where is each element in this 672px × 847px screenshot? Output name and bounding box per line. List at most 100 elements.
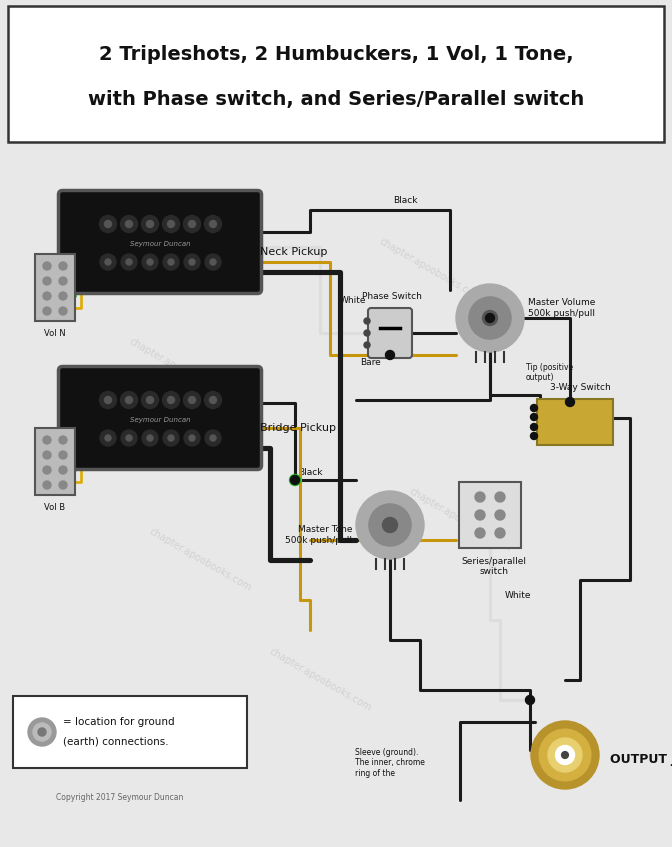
Circle shape: [456, 284, 524, 352]
Circle shape: [189, 396, 196, 403]
Circle shape: [163, 391, 179, 408]
Circle shape: [469, 297, 511, 339]
Text: White: White: [505, 590, 532, 600]
Circle shape: [475, 492, 485, 502]
Text: Tip (positive
output): Tip (positive output): [526, 363, 573, 382]
Circle shape: [59, 436, 67, 444]
FancyBboxPatch shape: [459, 482, 521, 548]
Circle shape: [121, 430, 137, 446]
Circle shape: [59, 277, 67, 285]
FancyBboxPatch shape: [8, 6, 664, 142]
Circle shape: [210, 220, 216, 228]
Circle shape: [205, 254, 221, 270]
Circle shape: [167, 220, 175, 228]
Text: 2 Tripleshots, 2 Humbuckers, 1 Vol, 1 Tone,: 2 Tripleshots, 2 Humbuckers, 1 Vol, 1 To…: [99, 46, 573, 64]
Text: Black: Black: [298, 468, 323, 477]
Circle shape: [364, 342, 370, 348]
Circle shape: [100, 430, 116, 446]
FancyBboxPatch shape: [13, 696, 247, 768]
Text: Series/parallel
switch: Series/parallel switch: [462, 557, 526, 577]
Text: OUTPUT JACK: OUTPUT JACK: [610, 754, 672, 767]
Text: Neck Pickup: Neck Pickup: [260, 247, 327, 257]
Circle shape: [210, 435, 216, 441]
Circle shape: [43, 277, 51, 285]
Text: chapter.apoobooks.com: chapter.apoobooks.com: [267, 646, 373, 713]
Text: Vol B: Vol B: [44, 502, 66, 512]
FancyBboxPatch shape: [35, 254, 75, 322]
Circle shape: [184, 430, 200, 446]
Circle shape: [548, 738, 582, 772]
Text: chapter.apoobooks.com: chapter.apoobooks.com: [377, 236, 483, 303]
Circle shape: [495, 528, 505, 538]
Text: chapter.apoobooks.com: chapter.apoobooks.com: [127, 336, 233, 403]
Text: 3-Way Switch: 3-Way Switch: [550, 383, 610, 392]
Circle shape: [566, 397, 575, 407]
Circle shape: [163, 430, 179, 446]
Circle shape: [126, 435, 132, 441]
Circle shape: [43, 481, 51, 489]
Text: Seymour Duncan: Seymour Duncan: [130, 241, 190, 247]
Text: (earth) connections.: (earth) connections.: [63, 737, 169, 747]
Text: Master Tone
500k push/pull: Master Tone 500k push/pull: [285, 525, 352, 545]
Circle shape: [146, 396, 153, 403]
Circle shape: [126, 220, 132, 228]
Circle shape: [482, 311, 497, 325]
Circle shape: [382, 518, 397, 533]
Circle shape: [168, 259, 174, 265]
Text: Black: Black: [392, 196, 417, 205]
Text: Bare: Bare: [370, 526, 390, 535]
Circle shape: [105, 220, 112, 228]
Circle shape: [183, 215, 200, 232]
Circle shape: [364, 318, 370, 324]
FancyBboxPatch shape: [58, 367, 261, 469]
FancyBboxPatch shape: [537, 399, 613, 445]
Circle shape: [43, 466, 51, 474]
Circle shape: [530, 424, 538, 430]
Circle shape: [168, 435, 174, 441]
Circle shape: [526, 695, 534, 705]
Circle shape: [204, 215, 222, 232]
Text: Sleeve (ground).
The inner, chrome
ring of the: Sleeve (ground). The inner, chrome ring …: [355, 748, 425, 778]
Circle shape: [126, 259, 132, 265]
Circle shape: [99, 391, 116, 408]
Text: = location for ground: = location for ground: [63, 717, 175, 727]
Circle shape: [59, 262, 67, 270]
Circle shape: [43, 436, 51, 444]
Circle shape: [556, 745, 575, 765]
Circle shape: [530, 433, 538, 440]
Circle shape: [290, 475, 300, 484]
Circle shape: [43, 307, 51, 315]
Circle shape: [43, 292, 51, 300]
Circle shape: [189, 259, 195, 265]
Circle shape: [369, 504, 411, 546]
Circle shape: [99, 215, 116, 232]
Circle shape: [562, 751, 569, 758]
Text: with Phase switch, and Series/Parallel switch: with Phase switch, and Series/Parallel s…: [88, 91, 584, 109]
Circle shape: [475, 510, 485, 520]
Circle shape: [142, 215, 159, 232]
Circle shape: [356, 491, 424, 559]
Circle shape: [290, 474, 300, 485]
Text: Bare: Bare: [360, 358, 381, 367]
Circle shape: [183, 391, 200, 408]
Circle shape: [142, 391, 159, 408]
Circle shape: [210, 396, 216, 403]
Circle shape: [126, 396, 132, 403]
Text: Master Volume
500k push/pull: Master Volume 500k push/pull: [528, 298, 595, 318]
Circle shape: [146, 220, 153, 228]
Circle shape: [105, 396, 112, 403]
FancyBboxPatch shape: [58, 191, 261, 294]
Text: chapter.apoobooks.com: chapter.apoobooks.com: [407, 486, 513, 553]
Circle shape: [33, 723, 51, 741]
Circle shape: [204, 391, 222, 408]
Circle shape: [475, 528, 485, 538]
Text: Copyright 2017 Seymour Duncan: Copyright 2017 Seymour Duncan: [56, 794, 183, 802]
Circle shape: [539, 729, 591, 781]
Circle shape: [120, 215, 138, 232]
Circle shape: [59, 292, 67, 300]
Circle shape: [530, 413, 538, 420]
Circle shape: [59, 451, 67, 459]
Circle shape: [495, 492, 505, 502]
Circle shape: [59, 307, 67, 315]
Text: chapter.apoobooks.com: chapter.apoobooks.com: [147, 527, 253, 594]
